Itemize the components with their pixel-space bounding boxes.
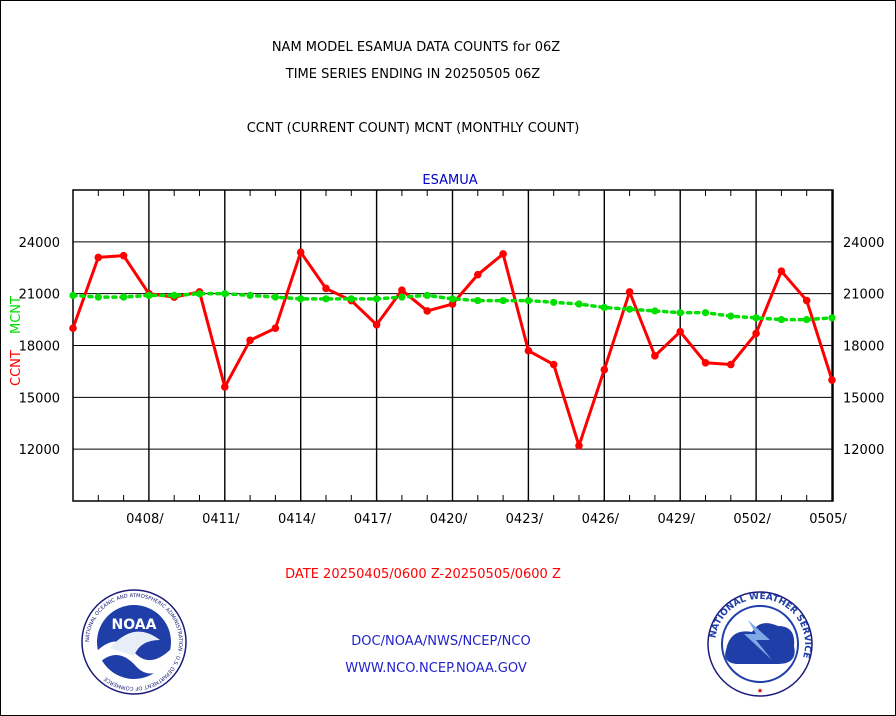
data-point-ccnt — [701, 358, 710, 367]
data-point-mcnt — [373, 295, 381, 303]
data-point-ccnt — [246, 336, 254, 345]
data-point-mcnt — [69, 291, 77, 299]
noaa-logo: NOAA NATIONAL OCEANIC AND ATMOSPHERIC AD… — [81, 589, 187, 695]
x-tick-label: 0417/ — [354, 512, 392, 527]
data-point-mcnt — [676, 309, 684, 317]
data-point-ccnt — [448, 300, 457, 308]
data-point-ccnt — [828, 376, 836, 384]
data-point-mcnt — [120, 293, 128, 301]
y-tick-label-left: 21000 — [19, 288, 60, 303]
org-path-label: DOC/NOAA/NWS/NCEP/NCO — [351, 634, 530, 649]
data-point-ccnt — [651, 352, 659, 360]
chart-title-line1: NAM MODEL ESAMUA DATA COUNTS for 06Z — [272, 40, 560, 55]
data-point-ccnt — [69, 324, 77, 333]
series-group — [69, 248, 836, 450]
data-point-ccnt — [94, 253, 103, 262]
data-point-ccnt — [777, 267, 786, 276]
data-point-mcnt — [195, 290, 204, 298]
nws-star-icon: ★ — [757, 685, 763, 696]
y-tick-label-left: 12000 — [19, 443, 60, 458]
website-link[interactable]: WWW.NCO.NCEP.NOAA.GOV — [345, 661, 527, 676]
data-point-ccnt — [271, 324, 280, 333]
data-point-ccnt — [802, 296, 811, 305]
data-point-mcnt — [803, 315, 811, 324]
data-point-mcnt — [221, 290, 229, 298]
data-point-ccnt — [676, 327, 684, 336]
data-point-mcnt — [271, 293, 279, 301]
data-point-mcnt — [94, 293, 102, 301]
data-point-mcnt — [297, 295, 305, 303]
y-axis-ticks: 12000 12000 15000 15000 18000 18000 21000 21000… — [19, 236, 885, 458]
data-point-ccnt — [549, 360, 558, 369]
data-point-mcnt — [727, 312, 735, 320]
y-tick-label-right: 24000 — [843, 236, 884, 251]
x-tick-label: 0502/ — [733, 512, 771, 527]
data-point-ccnt — [322, 284, 330, 293]
data-point-ccnt — [727, 360, 735, 369]
data-point-mcnt — [423, 291, 431, 299]
data-point-mcnt — [626, 305, 634, 313]
y-tick-label-right: 12000 — [843, 443, 884, 458]
data-point-mcnt — [828, 314, 836, 322]
x-tick-label: 0423/ — [506, 512, 544, 527]
station-label: ESAMUA — [422, 173, 477, 188]
chart-title-line2: TIME SERIES ENDING IN 20250505 06Z — [285, 67, 541, 82]
data-point-mcnt — [246, 291, 254, 299]
data-point-ccnt — [474, 270, 482, 279]
y-axis-label-ccnt: CCNT — [9, 350, 24, 386]
data-point-ccnt — [625, 288, 634, 296]
data-point-mcnt — [550, 298, 558, 306]
x-tick-label: 0420/ — [430, 512, 468, 527]
y-tick-label-left: 15000 — [19, 391, 60, 406]
data-point-mcnt — [347, 295, 355, 303]
data-point-ccnt — [423, 307, 432, 315]
data-point-ccnt — [499, 250, 507, 258]
chart-subtitle: CCNT (CURRENT COUNT) MCNT (MONTHLY COUNT… — [247, 121, 580, 136]
y-axis-label-mcnt: MCNT — [9, 296, 24, 334]
data-point-mcnt — [145, 291, 153, 299]
date-range-label: DATE 20250405/0600 Z-20250505/0600 Z — [285, 567, 561, 582]
grid-lines — [72, 190, 833, 501]
x-tick-label: 0411/ — [202, 512, 240, 527]
data-point-ccnt — [296, 248, 305, 256]
data-point-ccnt — [524, 346, 533, 355]
data-point-mcnt — [474, 296, 482, 305]
data-point-mcnt — [170, 291, 178, 299]
data-point-mcnt — [499, 296, 507, 305]
data-point-mcnt — [524, 296, 533, 305]
data-point-mcnt — [448, 295, 457, 303]
data-point-mcnt — [777, 315, 786, 324]
data-point-mcnt — [701, 309, 710, 317]
data-point-mcnt — [651, 307, 659, 315]
y-tick-label-right: 15000 — [843, 391, 884, 406]
nws-logo: NATIONAL WEATHER SERVICE ★ — [707, 591, 813, 697]
x-tick-label: 0414/ — [278, 512, 316, 527]
y-tick-label-right: 18000 — [843, 340, 884, 355]
y-axis-label: CCNT MCNT — [9, 296, 24, 386]
y-tick-label-right: 21000 — [843, 288, 884, 303]
x-axis-ticks: 0408/0411/0414/0417/0420/0423/0426/0429/… — [126, 512, 847, 527]
data-point-mcnt — [752, 314, 760, 322]
data-point-mcnt — [398, 293, 406, 301]
data-point-ccnt — [221, 383, 229, 391]
data-point-mcnt — [322, 295, 330, 303]
data-point-mcnt — [575, 300, 583, 308]
data-point-ccnt — [600, 365, 609, 374]
data-point-ccnt — [119, 251, 128, 260]
data-point-ccnt — [372, 320, 381, 329]
data-point-ccnt — [398, 286, 406, 295]
data-point-ccnt — [575, 441, 583, 450]
x-tick-label: 0429/ — [657, 512, 695, 527]
noaa-logo-text: NOAA — [112, 617, 157, 633]
x-tick-label: 0426/ — [582, 512, 620, 527]
data-point-ccnt — [752, 329, 760, 338]
x-tick-label: 0408/ — [126, 512, 164, 527]
data-point-mcnt — [600, 303, 608, 312]
x-tick-label: 0505/ — [809, 512, 847, 527]
y-tick-label-left: 24000 — [19, 236, 60, 251]
y-tick-label-left: 18000 — [19, 340, 60, 355]
